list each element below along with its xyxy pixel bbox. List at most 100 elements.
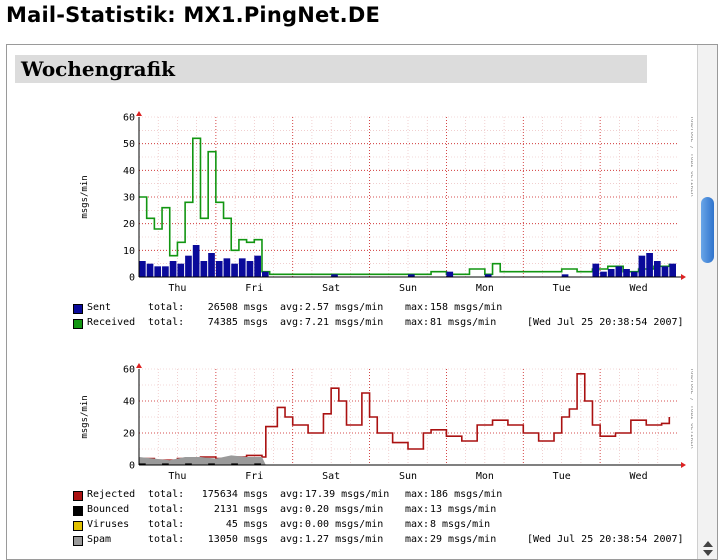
x-tick-label: Mon <box>476 471 494 482</box>
series-bar <box>661 266 669 277</box>
legend-total-value: 2131 msgs <box>213 504 268 515</box>
y-axis-label: msgs/min <box>80 175 90 218</box>
series-bar <box>607 269 615 277</box>
legend-max-value: 8 msgs/min <box>430 519 491 530</box>
legend-row-rejected: Rejected total: 175634 msgs avg: 17.39 m… <box>73 489 502 504</box>
series-bar <box>215 261 223 277</box>
vertical-scrollbar[interactable] <box>697 45 717 559</box>
series-bar <box>484 274 492 277</box>
y-tick-label: 60 <box>123 365 135 376</box>
page-title: Mail-Statistik: MX1.PingNet.DE <box>6 3 381 27</box>
legend-max-value: 13 msgs/min <box>430 504 497 515</box>
y-tick-label: 0 <box>129 273 135 284</box>
x-axis-arrow-icon <box>681 274 686 280</box>
x-tick-label: Sun <box>399 471 417 482</box>
y-tick-label: 40 <box>123 166 135 177</box>
series-bar <box>208 463 215 465</box>
legend-max-label: max: <box>405 489 430 500</box>
legend-total-value: 74385 msgs <box>207 317 268 328</box>
legend-name: Sent <box>87 302 112 313</box>
received-swatch <box>73 319 83 329</box>
legend-name: Rejected <box>87 489 136 500</box>
series-bar <box>154 266 162 277</box>
series-bar <box>261 271 269 277</box>
y-axis-arrow-icon <box>136 111 142 116</box>
legend-avg-label: avg: <box>280 489 305 500</box>
series-bar <box>254 463 261 465</box>
legend-max-value: 29 msgs/min <box>430 534 497 545</box>
legend-total-value: 45 msgs <box>225 519 268 530</box>
x-tick-label: Sat <box>322 471 340 482</box>
weekly-reject-chart: 0 20 40 60 Thu Fri Sat Sun Mon Tue Wed msgs/min RRDT… <box>80 363 693 482</box>
legend-name: Viruses <box>87 519 130 530</box>
legend-graph-2: Rejected total: 175634 msgs avg: 17.39 m… <box>73 489 684 549</box>
series-area <box>139 455 677 465</box>
series-bar <box>146 263 154 277</box>
series-bar <box>162 266 169 277</box>
bounced-swatch <box>73 506 83 516</box>
series-bar <box>600 271 607 277</box>
series-bar <box>139 261 146 277</box>
y-tick-label: 0 <box>129 461 135 472</box>
y-tick-label: 60 <box>123 113 135 124</box>
legend-avg-value: 2.57 msgs/min <box>305 302 384 313</box>
series-bar <box>162 463 169 465</box>
legend-name: Spam <box>87 534 112 545</box>
series-bar <box>408 274 415 277</box>
legend-avg-label: avg: <box>280 302 305 313</box>
y-tick-label: 30 <box>123 193 135 204</box>
y-axis-label: msgs/min <box>80 395 90 438</box>
series-bar <box>623 269 630 277</box>
y-tick-label: 50 <box>123 139 135 150</box>
scrollbar-thumb[interactable] <box>701 197 714 263</box>
weekly-mail-chart: 0 10 20 30 40 50 60 Thu Fri Sat Sun Mon Tue Wed msgs/m… <box>80 111 693 291</box>
series-line <box>139 137 671 276</box>
series-bar <box>646 253 653 277</box>
x-tick-label: Sat <box>322 283 340 291</box>
y-tick-label: 20 <box>123 429 135 440</box>
legend-row-received: Received total: 74385 msgs avg: 7.21 msg… <box>73 317 684 332</box>
weekly-mail-graph: 0 10 20 30 40 50 60 Thu Fri Sat Sun Mon Tue Wed msgs/m… <box>73 107 693 291</box>
legend-max-label: max: <box>405 534 430 545</box>
scroll-down-arrow-icon[interactable] <box>703 550 713 556</box>
series-bar <box>231 263 238 277</box>
x-tick-label: Tue <box>553 283 571 291</box>
legend-total-label: total: <box>148 302 185 313</box>
series-bar <box>177 263 185 277</box>
series-bar <box>139 463 146 465</box>
legend-timestamp: [Wed Jul 25 20:38:54 2007] <box>527 534 684 545</box>
scroll-up-arrow-icon[interactable] <box>703 541 713 547</box>
legend-name: Bounced <box>87 504 130 515</box>
x-tick-label: Fri <box>245 283 263 291</box>
legend-total-value: 13050 msgs <box>207 534 268 545</box>
legend-row-spam: Spam total: 13050 msgs avg: 1.27 msgs/mi… <box>73 534 684 549</box>
series-bar <box>238 258 246 277</box>
scroll-content: Wochengrafik 0 10 20 30 40 50 60 Thu Fri Sat Sun Mo… <box>7 45 697 559</box>
series-bar <box>653 261 661 277</box>
legend-total-label: total: <box>148 489 185 500</box>
series-bar <box>592 263 600 277</box>
x-tick-label: Sun <box>399 283 417 291</box>
legend-row-bounced: Bounced total: 2131 msgs avg: 0.20 msgs/… <box>73 504 496 519</box>
series-bar <box>208 253 215 277</box>
series-bar <box>669 263 676 277</box>
series-bar <box>638 255 646 277</box>
x-tick-label: Fri <box>245 471 263 482</box>
legend-avg-value: 0.20 msgs/min <box>305 504 384 515</box>
series-bar <box>446 271 454 277</box>
legend-max-label: max: <box>405 302 430 313</box>
series-bar <box>630 271 638 277</box>
legend-avg-label: avg: <box>280 534 305 545</box>
spam-swatch <box>73 536 83 546</box>
y-tick-label: 40 <box>123 397 135 408</box>
series-bar <box>231 463 238 465</box>
legend-row-sent: Sent total: 26508 msgs avg: 2.57 msgs/mi… <box>73 302 502 317</box>
legend-total-label: total: <box>148 317 185 328</box>
series-bar <box>615 266 623 277</box>
series-bar <box>185 463 192 465</box>
rejected-swatch <box>73 491 83 501</box>
content-frame: Wochengrafik 0 10 20 30 40 50 60 Thu Fri Sat Sun Mo… <box>6 44 718 560</box>
legend-max-label: max: <box>405 519 430 530</box>
plot-area <box>139 117 677 277</box>
x-tick-label: Wed <box>630 471 648 482</box>
